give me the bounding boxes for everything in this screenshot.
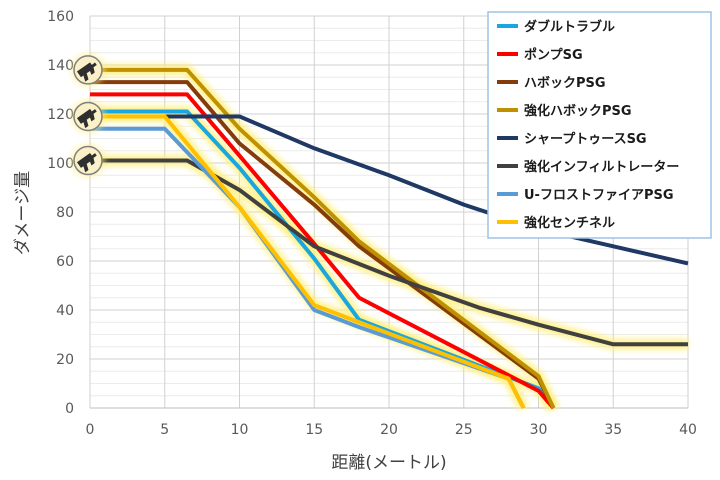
legend-box <box>487 11 712 239</box>
gun-icon <box>71 143 105 178</box>
gun-icon-shape <box>76 62 97 82</box>
legend-label: 強化センチネル <box>524 215 615 231</box>
series-line <box>90 109 556 410</box>
y-tick-label: 80 <box>56 205 74 221</box>
series-line <box>90 114 526 409</box>
gun-icon-shape <box>76 108 97 129</box>
legend-label: シャープトゥースSG <box>524 132 647 147</box>
series-line <box>90 67 556 409</box>
y-tick-label: 60 <box>56 254 74 270</box>
x-tick-label: 30 <box>530 422 548 438</box>
x-tick-label: 0 <box>86 422 95 438</box>
gun-icon-shape <box>76 153 97 173</box>
legend-label: 強化インフィルトレーター <box>524 159 679 175</box>
x-tick-label: 5 <box>160 422 169 438</box>
weapon-markers <box>71 52 105 178</box>
x-tick-label: 35 <box>604 422 622 438</box>
x-tick-label: 40 <box>679 422 697 438</box>
tick-labels: 0 5 10 15 20 25 30 35 40 0 20 40 60 80 100 120 140 160 <box>47 9 697 438</box>
y-tick-label: 100 <box>47 156 74 172</box>
x-tick-label: 20 <box>380 422 398 438</box>
series-line <box>90 126 526 409</box>
y-tick-label: 20 <box>56 352 74 368</box>
legend-label: ハボックPSG <box>524 75 606 91</box>
legend-label: ダブルトラブル <box>524 19 615 35</box>
gun-icon <box>71 99 105 134</box>
y-tick-label: 160 <box>47 9 74 25</box>
legend-label: 強化ハボックPSG <box>524 103 632 119</box>
y-tick-label: 40 <box>56 303 74 319</box>
y-tick-label: 120 <box>47 107 74 123</box>
x-axis-title: 距離(メートル) <box>331 453 446 473</box>
series-line <box>90 114 689 266</box>
gun-icon <box>71 52 105 87</box>
y-tick-label: 140 <box>47 58 74 74</box>
y-axis-title-text: ダメージ量 <box>13 171 33 255</box>
y-axis-title: ダメージ量 <box>13 171 33 255</box>
x-tick-label: 25 <box>455 422 473 438</box>
x-tick-label: 15 <box>305 422 323 438</box>
series-lines <box>90 67 689 410</box>
legend-label: ポンプSG <box>524 47 583 63</box>
y-tick-label: 0 <box>65 401 74 417</box>
legend-label: U-フロストファイアPSG <box>524 188 674 203</box>
x-tick-label: 10 <box>231 422 249 438</box>
